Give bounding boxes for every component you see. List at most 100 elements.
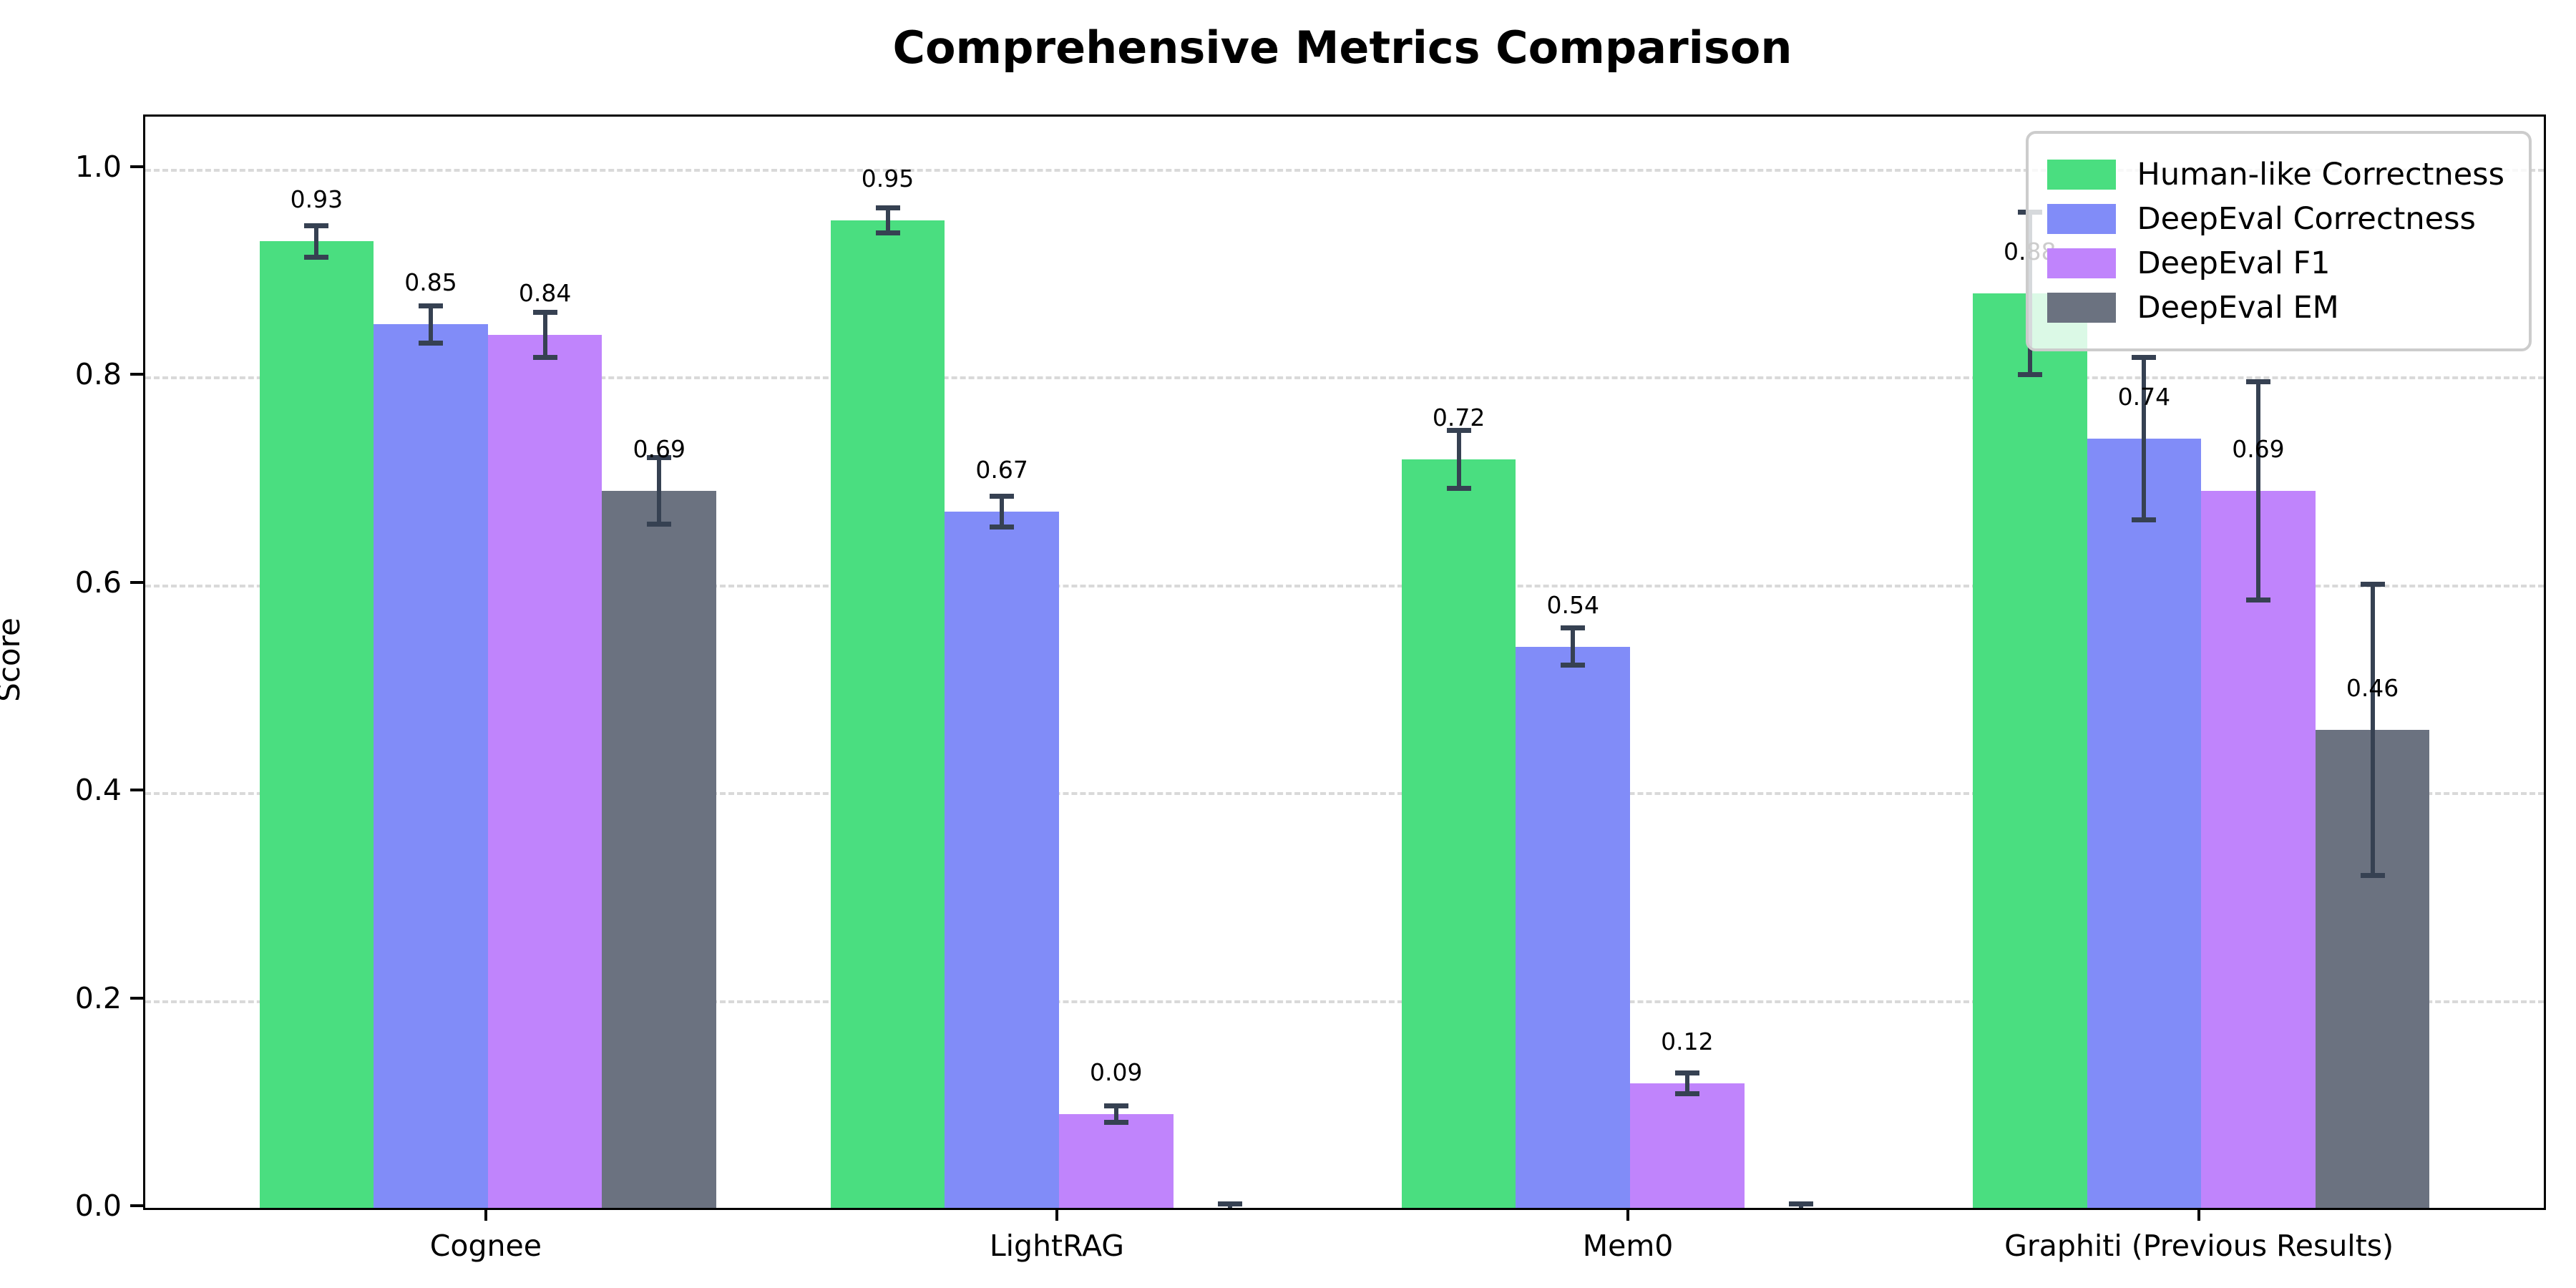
y-gridline [145,376,2544,380]
bar-human-like-correctness [1972,293,2087,1208]
bar-human-like-correctness [1401,459,1516,1208]
bar-value-label: 0.46 [2346,673,2399,702]
error-bar-line [2370,584,2375,876]
legend-label: DeepEval Correctness [2137,201,2476,237]
x-category-label: Graphiti (Previous Results) [2004,1229,2394,1263]
x-category-label: Cognee [429,1229,542,1263]
legend-row: DeepEval F1 [2046,245,2504,281]
legend: Human-like Correctness DeepEval Correctne… [2025,131,2532,351]
bar-deepeval-f1 [2201,490,2316,1208]
error-bar-cap [2245,379,2270,384]
legend-swatch-human-like-correctness [2046,160,2116,190]
bar-deepeval-f1 [487,335,602,1208]
error-bar-line [2255,381,2260,600]
y-tick-mark [130,580,143,584]
chart-title: Comprehensive Metrics Comparison [892,21,1792,74]
error-bar-line [885,208,890,233]
error-bar-line [542,312,547,358]
error-bar-cap [1446,428,1471,434]
error-bar-line [429,306,434,343]
error-bar-line [314,225,319,258]
bar-deepeval-correctness [1516,646,1631,1208]
y-gridline [145,584,2544,587]
x-tick-mark [1055,1208,1058,1221]
error-bar-cap [2017,371,2042,377]
error-bar-cap [1789,1201,1814,1206]
legend-row: Human-like Correctness [2046,157,2504,192]
bar-deepeval-f1 [1058,1114,1174,1208]
bar-deepeval-f1 [1630,1083,1745,1208]
error-bar-cap [990,493,1015,499]
x-tick-mark [1626,1208,1630,1221]
x-tick-mark [2197,1208,2201,1221]
y-tick-label: 0.4 [74,773,122,808]
bar-value-label: 0.69 [633,434,686,463]
y-tick-mark [130,1204,143,1207]
bar-value-label: 0.69 [2232,434,2285,463]
error-bar-cap [1446,486,1471,492]
error-bar-line [1684,1073,1689,1094]
legend-swatch-deepeval-em [2046,293,2116,323]
y-tick-label: 0.8 [74,357,122,392]
bar-value-label: 0.74 [2117,383,2171,411]
bar-value-label: 0.09 [1090,1058,1143,1087]
legend-row: DeepEval EM [2046,290,2504,326]
bar-value-label: 0.93 [290,185,343,214]
error-bar-cap [2132,355,2157,361]
bar-value-label: 0.95 [861,165,914,193]
error-bar-cap [1561,663,1586,668]
error-bar-cap [1674,1070,1699,1075]
bar-human-like-correctness [830,220,945,1208]
error-bar-cap [2360,872,2385,878]
bar-deepeval-em [602,490,717,1208]
y-tick-mark [130,789,143,792]
legend-swatch-deepeval-correctness [2046,204,2116,234]
error-bar-cap [647,454,672,460]
error-bar-cap [1103,1103,1128,1109]
error-bar-line [1000,496,1005,527]
error-bar-line [1571,628,1576,665]
error-bar-line [1456,430,1461,489]
y-tick-label: 0.2 [74,980,122,1015]
legend-label: DeepEval EM [2137,290,2339,326]
y-tick-mark [130,165,143,168]
error-bar-line [657,457,662,525]
y-gridline [145,1208,2544,1210]
error-bar-line [2142,357,2147,520]
error-bar-cap [2245,597,2270,602]
y-gridline [145,792,2544,796]
error-bar-cap [2360,582,2385,587]
y-tick-mark [130,373,143,376]
error-bar-cap [990,525,1015,530]
bar-value-label: 0.67 [975,455,1028,484]
error-bar-cap [1561,625,1586,631]
x-tick-mark [484,1208,487,1221]
error-bar-cap [532,355,557,361]
bar-deepeval-correctness [2087,439,2202,1208]
bar-human-like-correctness [259,241,374,1208]
error-bar-cap [1103,1120,1128,1126]
bar-deepeval-correctness [945,511,1059,1208]
error-bar-cap [304,223,329,228]
error-bar-cap [647,521,672,527]
error-bar-cap [1789,1209,1813,1210]
legend-label: Human-like Correctness [2137,157,2504,192]
error-bar-cap [532,309,557,315]
legend-row: DeepEval Correctness [2046,201,2504,237]
plot-area: 0.930.950.720.880.850.670.540.740.840.09… [143,114,2546,1210]
x-category-label: Mem0 [1582,1229,1674,1263]
bar-value-label: 0.72 [1432,404,1485,432]
legend-label: DeepEval F1 [2137,245,2331,281]
legend-swatch-deepeval-f1 [2046,248,2116,278]
y-gridline [145,1000,2544,1003]
y-tick-mark [130,996,143,1000]
error-bar-cap [1674,1091,1699,1096]
x-category-label: LightRAG [989,1229,1125,1263]
error-bar-cap [419,303,444,308]
error-bar-cap [2132,517,2157,523]
error-bar-cap [875,205,900,211]
bar-deepeval-correctness [374,324,488,1208]
error-bar-cap [419,341,444,346]
bar-value-label: 0.12 [1661,1027,1714,1055]
